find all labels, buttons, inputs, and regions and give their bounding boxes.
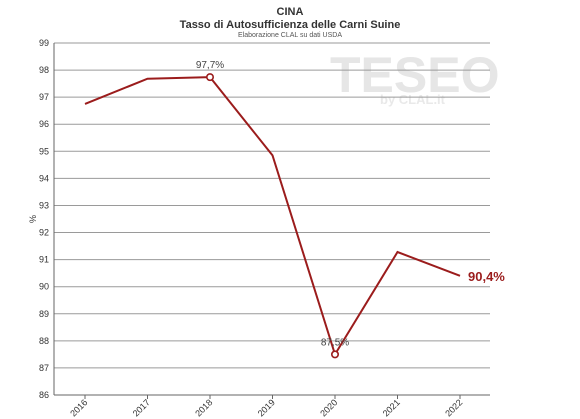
chart-title: CINA [276,6,304,18]
y-tick-label: 96 [39,119,49,129]
x-tick-label: 2017 [131,397,152,418]
point-marker [330,350,339,359]
watermark-sub: by CLAL.it [380,92,446,107]
y-tick-label: 89 [39,309,49,319]
chart-subtitle: Tasso di Autosufficienza delle Carni Sui… [179,19,401,31]
point-marker [206,73,215,82]
x-tick-label: 2020 [318,397,339,418]
y-tick-label: 88 [39,336,49,346]
y-tick-label: 87 [39,363,49,373]
y-tick-label: 95 [39,146,49,156]
y-tick-label: 94 [39,173,49,183]
x-tick-label: 2016 [68,397,89,418]
annotation-layer: 97,7% 87,5% 90,4% [196,60,505,359]
x-tick-labels: 2016 2017 2018 2019 2020 2021 2022 [68,397,464,418]
x-tick-label: 2021 [381,397,402,418]
y-tick-label: 99 [39,38,49,48]
x-tick-label: 2019 [256,397,277,418]
last-value-label: 90,4% [468,269,505,284]
chart-source-note: Elaborazione CLAL su dati USDA [237,32,343,39]
y-tick-labels: 86 87 88 89 90 91 92 93 94 95 96 97 98 99 [39,38,49,400]
point-value-label: 97,7% [196,60,224,71]
x-tick-label: 2018 [193,397,214,418]
teseo-watermark: TESEO by CLAL.it [330,47,499,107]
watermark-main: TESEO [330,47,499,103]
series-layer [84,76,461,357]
y-tick-label: 97 [39,92,49,102]
axes [53,43,490,399]
y-tick-label: 92 [39,228,49,238]
y-tick-label: 91 [39,255,49,265]
x-tick-label: 2022 [443,397,464,418]
point-value-label: 87,5% [321,337,349,348]
y-tick-label: 90 [39,282,49,292]
y-tick-label: 93 [39,200,49,210]
y-tick-label: 98 [39,65,49,75]
y-tick-label: 86 [39,390,49,400]
series-line [84,76,461,357]
y-axis-label: % [28,215,38,223]
